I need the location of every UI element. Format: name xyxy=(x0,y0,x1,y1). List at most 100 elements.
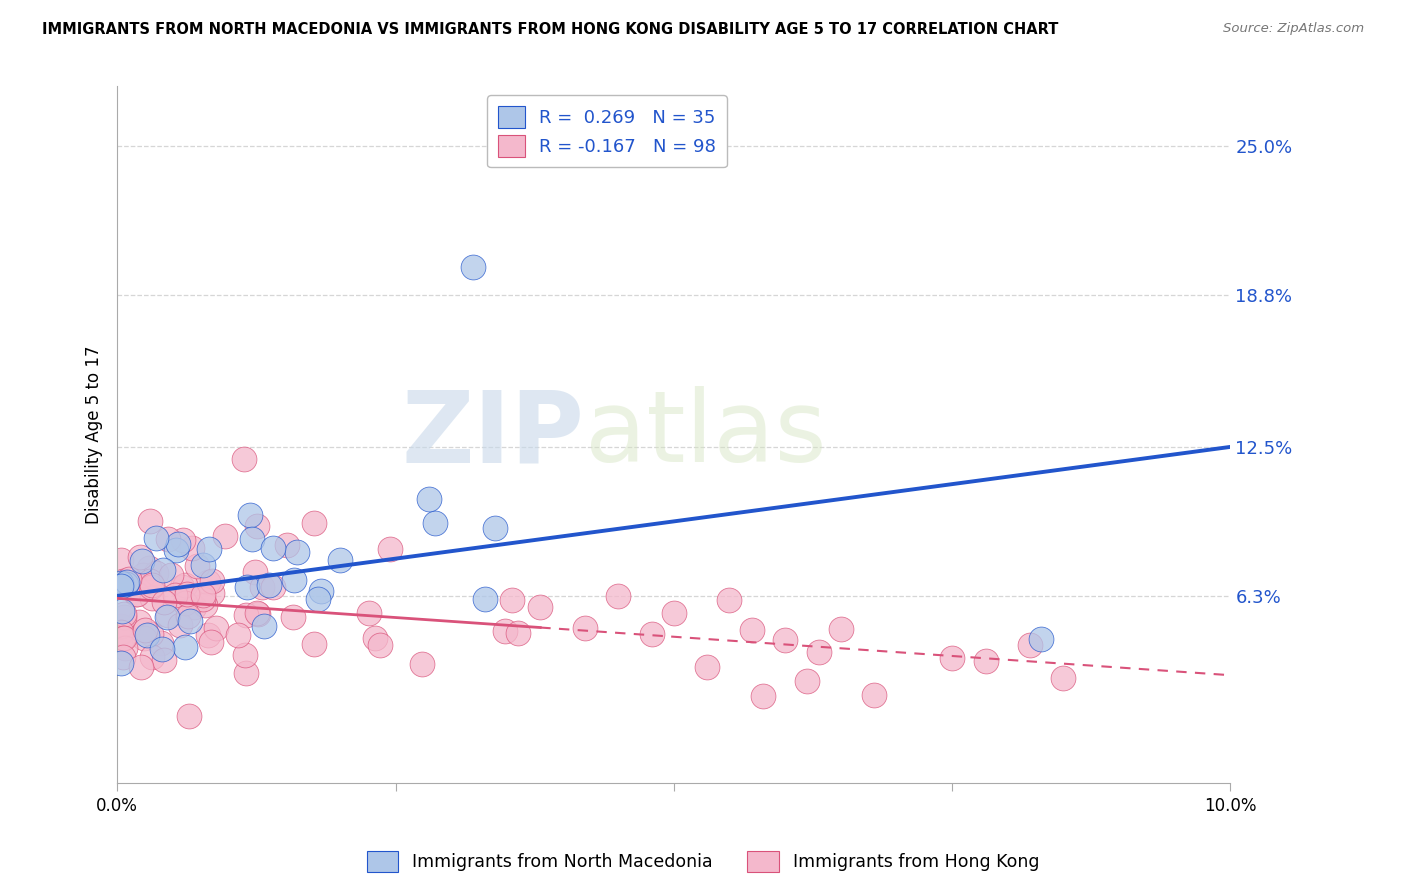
Point xyxy=(141,650,163,665)
Point xyxy=(191,588,214,602)
Point xyxy=(357,607,380,621)
Point xyxy=(156,610,179,624)
Point xyxy=(259,577,281,591)
Point xyxy=(235,607,257,622)
Point xyxy=(176,608,198,623)
Point xyxy=(197,575,219,590)
Point xyxy=(418,492,440,507)
Point xyxy=(153,653,176,667)
Point xyxy=(309,583,332,598)
Point xyxy=(114,641,136,656)
Text: atlas: atlas xyxy=(585,386,827,483)
Point xyxy=(118,572,141,586)
Point xyxy=(463,260,485,274)
Point xyxy=(181,541,204,555)
Point xyxy=(145,566,167,581)
Point xyxy=(134,631,156,645)
Point xyxy=(111,604,134,618)
Point xyxy=(193,592,215,607)
Point xyxy=(696,660,718,674)
Point xyxy=(191,558,214,573)
Point xyxy=(174,596,197,610)
Point xyxy=(141,591,163,606)
Point xyxy=(139,515,162,529)
Point xyxy=(304,637,326,651)
Y-axis label: Disability Age 5 to 17: Disability Age 5 to 17 xyxy=(86,345,103,524)
Point xyxy=(129,550,152,565)
Point xyxy=(111,574,134,589)
Point xyxy=(662,607,685,621)
Point xyxy=(807,645,830,659)
Point xyxy=(752,690,775,704)
Point xyxy=(741,623,763,637)
Point xyxy=(494,624,516,639)
Point xyxy=(281,610,304,624)
Point xyxy=(506,625,529,640)
Text: Source: ZipAtlas.com: Source: ZipAtlas.com xyxy=(1223,22,1364,36)
Point xyxy=(150,641,173,656)
Point xyxy=(173,640,195,654)
Point xyxy=(232,451,254,466)
Point xyxy=(863,688,886,702)
Point xyxy=(276,538,298,552)
Point xyxy=(124,587,146,601)
Point xyxy=(1031,632,1053,647)
Point xyxy=(796,674,818,689)
Point xyxy=(110,625,132,640)
Point xyxy=(139,574,162,588)
Point xyxy=(236,580,259,594)
Point xyxy=(114,628,136,642)
Point xyxy=(160,568,183,582)
Point xyxy=(110,576,132,591)
Point xyxy=(253,619,276,633)
Point xyxy=(111,650,134,665)
Point xyxy=(200,635,222,649)
Point xyxy=(157,533,180,547)
Legend: Immigrants from North Macedonia, Immigrants from Hong Kong: Immigrants from North Macedonia, Immigra… xyxy=(360,844,1046,879)
Point xyxy=(177,708,200,723)
Point xyxy=(110,553,132,567)
Point xyxy=(246,606,269,620)
Point xyxy=(134,623,156,637)
Point xyxy=(136,628,159,642)
Point xyxy=(112,607,135,621)
Point xyxy=(1052,671,1074,685)
Point xyxy=(152,564,174,578)
Point xyxy=(153,595,176,609)
Point xyxy=(132,568,155,582)
Point xyxy=(283,573,305,587)
Point xyxy=(110,657,132,671)
Point xyxy=(110,579,132,593)
Point xyxy=(640,627,662,641)
Point xyxy=(501,593,523,607)
Point xyxy=(941,651,963,665)
Point xyxy=(773,632,796,647)
Point xyxy=(368,638,391,652)
Point xyxy=(240,532,263,546)
Point xyxy=(172,580,194,594)
Point xyxy=(172,533,194,547)
Point xyxy=(112,631,135,645)
Point xyxy=(239,508,262,523)
Point xyxy=(484,521,506,535)
Point xyxy=(127,586,149,600)
Point xyxy=(262,581,284,595)
Point xyxy=(529,599,551,614)
Point xyxy=(197,628,219,642)
Text: ZIP: ZIP xyxy=(402,386,585,483)
Point xyxy=(186,559,208,574)
Point xyxy=(165,542,187,557)
Point xyxy=(304,516,326,530)
Point xyxy=(200,574,222,588)
Point xyxy=(364,632,387,646)
Point xyxy=(974,654,997,668)
Point xyxy=(201,586,224,600)
Point xyxy=(830,623,852,637)
Point xyxy=(607,589,630,603)
Point xyxy=(115,576,138,591)
Point xyxy=(112,609,135,624)
Point xyxy=(129,659,152,673)
Point xyxy=(378,541,401,556)
Point xyxy=(157,607,180,622)
Point xyxy=(110,619,132,633)
